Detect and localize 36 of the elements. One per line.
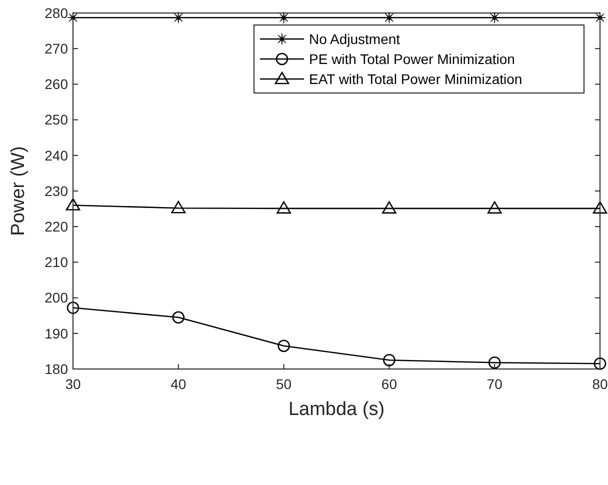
point [278, 340, 290, 352]
y-tick-label: 270 [44, 40, 68, 56]
point [172, 12, 184, 24]
y-tick-label: 190 [44, 325, 68, 342]
point [66, 302, 80, 314]
point [488, 12, 500, 24]
point [171, 200, 186, 214]
y-axis-title: Power (W) [8, 146, 29, 236]
point [488, 356, 501, 369]
point [592, 201, 608, 214]
point [382, 201, 396, 214]
y-tick-label: 220 [44, 218, 68, 234]
legend-label: No Adjustment [309, 30, 400, 47]
x-tick-label: 70 [486, 376, 503, 392]
legend-label: PE with Total Power Minimization [309, 50, 515, 67]
x-tick-label: 50 [276, 376, 292, 392]
x-axis-title: Lambda (s) [288, 399, 385, 420]
point [276, 201, 291, 214]
y-tick-label: 230 [44, 182, 68, 199]
point [66, 198, 80, 210]
x-tick-label: 30 [65, 376, 81, 392]
point [487, 201, 502, 214]
y-tick-label: 200 [44, 290, 68, 306]
y-tick-label: 240 [44, 147, 68, 164]
y-tick-label: 260 [44, 76, 68, 92]
x-tick-label: 40 [170, 376, 186, 392]
point [383, 354, 396, 366]
point [172, 311, 185, 324]
y-tick-label: 280 [44, 4, 68, 21]
legend-label: EAT with Total Power Minimization [309, 70, 522, 87]
point [594, 358, 606, 370]
x-tick-label: 60 [381, 376, 398, 392]
x-tick-label: 80 [592, 376, 608, 392]
y-tick-label: 180 [44, 360, 68, 377]
y-tick-label: 210 [44, 254, 68, 270]
y-tick-label: 250 [44, 112, 68, 128]
